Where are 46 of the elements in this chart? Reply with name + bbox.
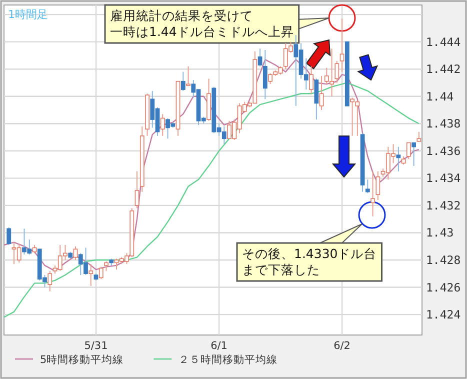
candlestick: [104, 260, 108, 272]
x-tick-label: 6/1: [210, 340, 228, 352]
candlestick: [319, 75, 324, 110]
candlestick: [6, 226, 12, 246]
candlestick: [180, 71, 186, 92]
candlestick: [396, 146, 401, 172]
candlestick: [262, 50, 268, 100]
y-tick-label: 1.436: [426, 144, 461, 158]
candlestick: [376, 170, 380, 200]
annotation: まで下落した: [242, 262, 320, 277]
y-tick-label: 1.426: [426, 280, 461, 294]
annotation: その後、1.4330ドル台: [242, 246, 377, 261]
candlestick: [258, 48, 262, 67]
candlestick: [340, 18, 344, 72]
y-tick-label: 1.442: [426, 62, 461, 76]
y-tick-label: 1.438: [426, 116, 461, 131]
y-tick-label: 1.44: [426, 89, 454, 104]
y-tick-label: 1.434: [426, 171, 461, 186]
y-tick-label: 1.428: [426, 253, 461, 267]
candlestick: [370, 170, 375, 217]
y-tick-label: 1.43: [426, 226, 454, 240]
legend-label: 5時間移動平均線: [40, 353, 124, 366]
picture-callout: 雇用統計の結果を受けて 一時は1.44ドル台ミドルへ上昇: [104, 4, 330, 44]
candlestick: [73, 246, 78, 260]
x-tick-label: 6/2: [334, 340, 350, 352]
candlestick: [160, 114, 165, 136]
candlestick: [412, 142, 416, 166]
candlestick: [134, 170, 140, 209]
candlestick: [309, 66, 314, 94]
annotation: 1時間足: [8, 8, 48, 21]
annotation: 雇用統計の結果を受けて: [110, 8, 253, 23]
candlestick: [48, 270, 52, 292]
candlestick: [98, 266, 104, 280]
x-tick-label: 5/31: [84, 340, 108, 352]
y-tick-label: 1.444: [426, 34, 461, 49]
candlestick: [365, 179, 370, 194]
candlestick: [334, 60, 340, 84]
y-tick-label: 1.432: [426, 198, 461, 212]
candlestick: [88, 264, 94, 286]
annotation: 一時は1.44ドル台ミドルへ上昇: [110, 24, 294, 39]
picture-callout: その後、1.4330ドル台 まで下落した: [236, 224, 382, 282]
legend-label: ２５時間移動平均線: [178, 353, 278, 366]
candlestick: [314, 78, 319, 120]
candlestick: [186, 66, 190, 86]
y-tick-label: 1.424: [426, 308, 461, 322]
candlestick: [406, 142, 411, 160]
